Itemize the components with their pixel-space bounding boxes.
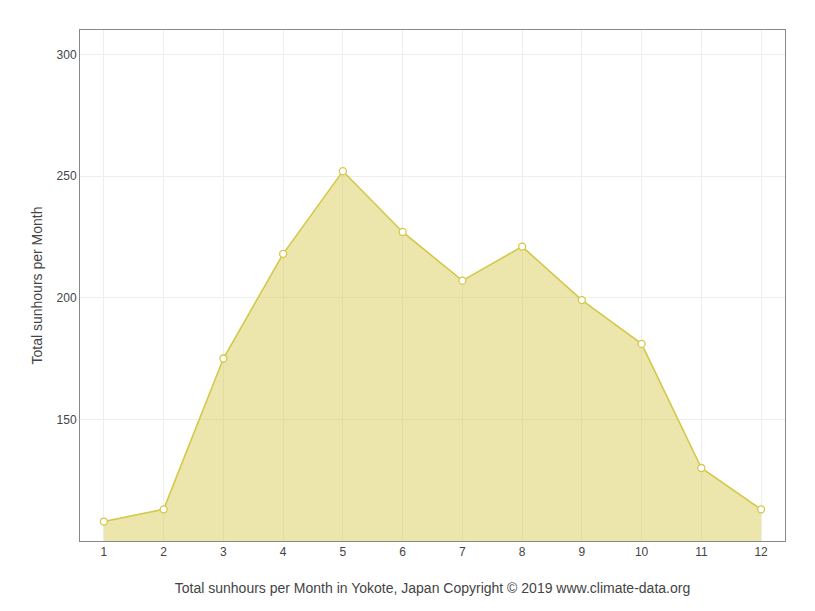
svg-text:10: 10 [635,545,649,559]
svg-text:7: 7 [459,545,466,559]
svg-text:300: 300 [57,48,77,62]
svg-text:150: 150 [57,413,77,427]
svg-text:11: 11 [695,545,708,559]
svg-text:12: 12 [754,545,768,559]
svg-text:250: 250 [57,169,77,183]
svg-text:8: 8 [519,545,526,559]
svg-text:200: 200 [57,291,77,305]
svg-text:3: 3 [220,545,227,559]
svg-text:Total sunhours per Month: Total sunhours per Month [29,207,45,365]
svg-text:2: 2 [160,545,167,559]
svg-text:Total sunhours per Month in Yo: Total sunhours per Month in Yokote, Japa… [175,580,690,596]
svg-text:5: 5 [340,545,347,559]
svg-text:9: 9 [579,545,586,559]
svg-text:1: 1 [101,545,108,559]
svg-text:4: 4 [280,545,287,559]
svg-text:6: 6 [399,545,406,559]
